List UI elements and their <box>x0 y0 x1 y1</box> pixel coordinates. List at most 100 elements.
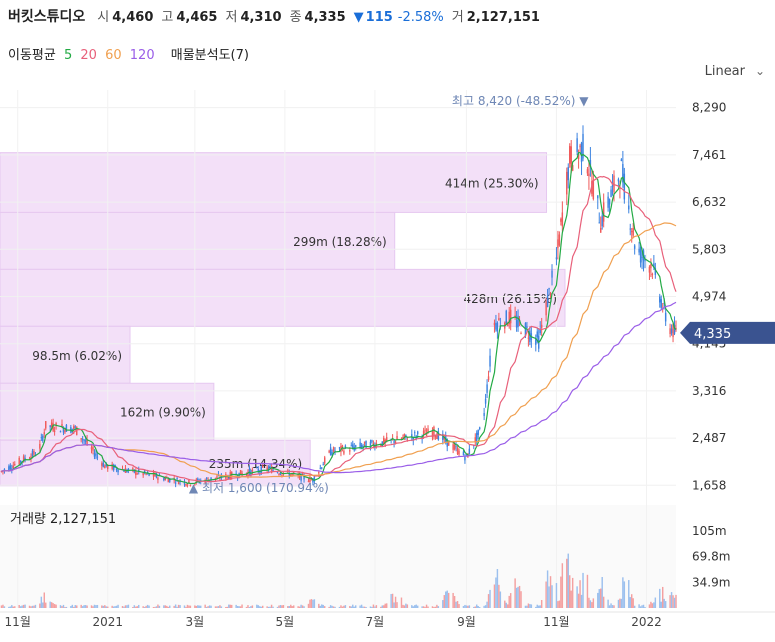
volume-bar <box>639 606 642 608</box>
volume-bar <box>52 603 54 608</box>
candle-body <box>557 239 559 249</box>
volume-bar <box>226 606 229 608</box>
price-tick-label: 8,290 <box>692 101 726 115</box>
volume-pane-label: 거래량 2,127,151 <box>10 512 116 527</box>
volume-bar <box>167 606 169 608</box>
candle-body <box>83 439 85 441</box>
high-value: 4,465 <box>176 10 218 25</box>
candle-body <box>338 447 341 449</box>
volume-bar <box>535 606 537 608</box>
candle-body <box>462 451 465 456</box>
candle-body <box>403 433 406 437</box>
volume-bar <box>467 605 469 608</box>
ma5-line <box>1 151 677 485</box>
volume-bar <box>266 606 268 608</box>
volume-bar <box>629 597 631 608</box>
volume-bar <box>112 606 115 608</box>
volume-bar <box>375 605 378 608</box>
volume-bar <box>267 606 270 608</box>
candle-body <box>508 311 510 325</box>
volume-bar <box>551 585 553 608</box>
volume-bar <box>648 604 651 608</box>
candle-body <box>468 448 471 454</box>
volume-bar <box>216 606 218 608</box>
candle-body <box>487 376 490 380</box>
ma-label[interactable]: 이동평균 <box>8 48 56 63</box>
candle-body <box>402 437 404 439</box>
volume-bar <box>664 601 667 608</box>
candle-body <box>478 427 481 430</box>
chevron-down-icon[interactable]: ⌄ <box>754 64 765 78</box>
volume-bar <box>498 584 500 608</box>
candle-body <box>360 445 363 449</box>
volume-bar <box>483 605 485 608</box>
candle-body <box>256 467 258 469</box>
volume-bar <box>406 604 409 608</box>
volume-bar <box>340 605 342 608</box>
last-price-tag <box>680 321 775 344</box>
volume-bar <box>607 599 609 608</box>
volume-bar <box>319 605 322 608</box>
candle-body <box>458 450 460 455</box>
candle-body <box>446 438 448 447</box>
volume-bar <box>422 606 425 608</box>
candle-body <box>260 466 262 474</box>
candle-body <box>629 228 631 230</box>
volume-bar <box>287 606 289 608</box>
volume-bar <box>391 593 394 608</box>
time-tick-label: 11월 <box>543 615 569 629</box>
candle-body <box>349 450 351 452</box>
stock-name[interactable]: 버킷스튜디오 <box>8 9 86 25</box>
quote-header: 버킷스튜디오 시 4,460 고 4,465 저 4,310 종 4,335 ▼ 115… <box>8 6 548 30</box>
volume-bar <box>145 605 147 608</box>
candle-body <box>343 450 345 454</box>
volume-bar <box>117 604 119 608</box>
volume-bar <box>292 605 295 608</box>
volume-profile-label: 98.5m (6.02%) <box>32 349 122 363</box>
candle-body <box>112 465 115 471</box>
volume-bar <box>371 606 373 608</box>
volume-bar <box>462 606 465 608</box>
volume-bar <box>381 605 384 608</box>
candle-body <box>334 450 336 452</box>
candle-body <box>50 422 53 428</box>
candle-body <box>586 169 589 174</box>
candle-body <box>539 328 541 334</box>
volume-bar <box>591 602 593 608</box>
volume-bar <box>341 606 344 608</box>
candle-body <box>174 482 177 484</box>
candle-body <box>630 231 633 233</box>
candle-body <box>185 484 187 486</box>
candle-body <box>548 288 550 290</box>
candle-body <box>42 435 44 442</box>
volume-bar <box>198 605 200 608</box>
candle-body <box>200 480 202 482</box>
volume-bar <box>262 605 264 608</box>
candle-body <box>216 476 218 479</box>
candle-body <box>31 450 34 457</box>
volume-bar <box>8 606 10 608</box>
volume-bar <box>164 605 167 608</box>
candle-body <box>312 478 314 483</box>
candle-body <box>477 429 479 435</box>
candle-body <box>464 456 466 461</box>
volume-bar <box>200 605 202 608</box>
scale-mode-select[interactable]: Linear <box>704 64 745 79</box>
volume-bar <box>641 605 643 608</box>
volume-bar <box>290 604 292 608</box>
volume-bar <box>411 605 413 608</box>
candle-body <box>517 315 519 327</box>
candle-body <box>313 476 316 482</box>
candle-body <box>384 439 386 443</box>
volume-profile-toggle[interactable]: 매물분석도(7) <box>170 48 249 63</box>
volume-bar <box>412 606 414 608</box>
candle-body <box>561 212 564 227</box>
candle-body <box>127 468 130 471</box>
candle-body <box>620 159 623 161</box>
time-tick-label: 7월 <box>366 615 385 629</box>
volume-bar <box>334 606 336 608</box>
volume-bar <box>279 605 282 608</box>
time-tick-label: 9월 <box>457 615 476 629</box>
last-price-label: 4,335 <box>694 327 731 342</box>
